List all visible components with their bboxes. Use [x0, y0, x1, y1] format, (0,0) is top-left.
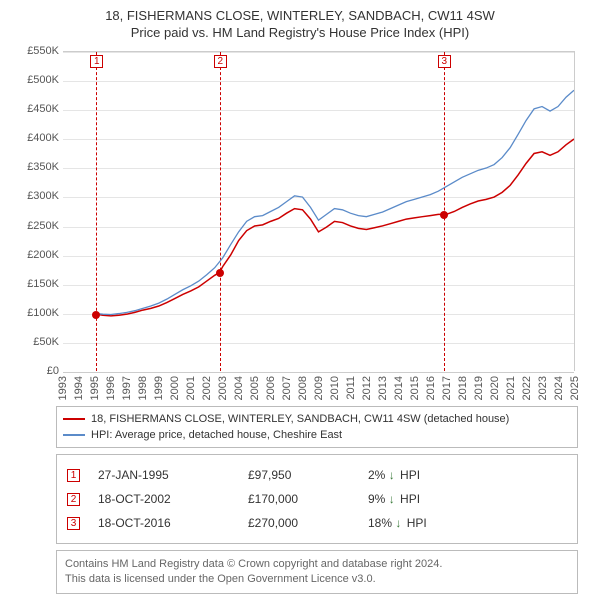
x-axis-tick-label: 1993 — [57, 376, 69, 400]
x-axis-tick-label: 2019 — [473, 376, 485, 400]
arrow-down-icon — [395, 516, 403, 530]
footer-line: This data is licensed under the Open Gov… — [65, 572, 569, 587]
x-axis-tick-label: 2007 — [281, 376, 293, 400]
x-axis-tick-label: 1995 — [89, 376, 101, 400]
y-axis-tick-label: £250K — [15, 220, 59, 232]
transaction-date: 18-OCT-2016 — [98, 516, 248, 530]
x-axis-tick-label: 2016 — [425, 376, 437, 400]
legend-label: HPI: Average price, detached house, Ches… — [91, 429, 342, 441]
price-point-dot — [92, 311, 100, 319]
legend-swatch — [63, 418, 85, 420]
y-axis-tick-label: £50K — [15, 336, 59, 348]
x-axis-tick-label: 2021 — [505, 376, 517, 400]
legend-label: 18, FISHERMANS CLOSE, WINTERLEY, SANDBAC… — [91, 413, 509, 425]
x-axis-tick-label: 2005 — [249, 376, 261, 400]
x-axis-tick-label: 2011 — [345, 376, 357, 400]
transaction-price: £170,000 — [248, 492, 368, 506]
attribution-footer: Contains HM Land Registry data © Crown c… — [56, 550, 578, 594]
chart-title-subtitle: Price paid vs. HM Land Registry's House … — [10, 25, 590, 40]
x-axis-tick-label: 2012 — [361, 376, 373, 400]
x-axis-tick-label: 2002 — [201, 376, 213, 400]
x-axis-tick-label: 2017 — [441, 376, 453, 400]
x-axis-tick-label: 2010 — [329, 376, 341, 400]
y-axis-tick-label: £150K — [15, 278, 59, 290]
y-axis-tick-label: £300K — [15, 190, 59, 202]
transaction-marker-icon: 3 — [67, 517, 80, 530]
x-axis-tick-label: 2004 — [233, 376, 245, 400]
chart-container: { "title": { "line1": "18, FISHERMANS CL… — [0, 0, 600, 590]
y-axis-tick-label: £350K — [15, 161, 59, 173]
x-axis-tick-label: 2013 — [377, 376, 389, 400]
x-axis-tick-label: 1997 — [121, 376, 133, 400]
footer-line: Contains HM Land Registry data © Crown c… — [65, 557, 569, 572]
transaction-marker-icon: 2 — [214, 55, 227, 68]
y-axis-tick-label: £100K — [15, 307, 59, 319]
x-axis-tick-label: 2009 — [313, 376, 325, 400]
plot-region: 1 2 3 — [63, 51, 575, 371]
transaction-date: 27-JAN-1995 — [98, 468, 248, 482]
line-series-svg — [63, 52, 574, 371]
y-axis-tick-label: £450K — [15, 103, 59, 115]
transaction-marker-icon: 1 — [90, 55, 103, 68]
table-row: 3 18-OCT-2016 £270,000 18% HPI — [67, 511, 567, 535]
transaction-price: £270,000 — [248, 516, 368, 530]
chart-title-address: 18, FISHERMANS CLOSE, WINTERLEY, SANDBAC… — [10, 8, 590, 23]
x-axis-tick-label: 2025 — [569, 376, 581, 400]
gridline — [63, 372, 574, 373]
x-axis-tick-label: 1996 — [105, 376, 117, 400]
x-axis-tick-label: 1999 — [153, 376, 165, 400]
table-row: 2 18-OCT-2002 £170,000 9% HPI — [67, 487, 567, 511]
transaction-marker-icon: 1 — [67, 469, 80, 482]
transaction-date: 18-OCT-2002 — [98, 492, 248, 506]
x-axis-tick-label: 2024 — [553, 376, 565, 400]
chart-area: 1 2 3 £0 £50K £100K £150K £200K £250K £300K £350K… — [15, 46, 585, 406]
transaction-price: £97,950 — [248, 468, 368, 482]
transaction-marker-icon: 3 — [438, 55, 451, 68]
x-axis-tick-label: 1998 — [137, 376, 149, 400]
x-axis-tick-label: 2023 — [537, 376, 549, 400]
x-axis-tick-label: 1994 — [73, 376, 85, 400]
transaction-hpi-delta: 2% HPI — [368, 468, 488, 482]
legend: 18, FISHERMANS CLOSE, WINTERLEY, SANDBAC… — [56, 406, 578, 448]
price-point-dot — [440, 211, 448, 219]
legend-item: 18, FISHERMANS CLOSE, WINTERLEY, SANDBAC… — [63, 411, 571, 427]
chart-title-block: 18, FISHERMANS CLOSE, WINTERLEY, SANDBAC… — [10, 8, 590, 40]
series-line — [96, 90, 574, 314]
y-axis-tick-label: £500K — [15, 74, 59, 86]
series-line — [96, 139, 574, 316]
transaction-table: 1 27-JAN-1995 £97,950 2% HPI 2 18-OCT-20… — [56, 454, 578, 544]
y-axis-tick-label: £200K — [15, 249, 59, 261]
x-axis-tick-label: 2020 — [489, 376, 501, 400]
x-axis-tick-label: 2022 — [521, 376, 533, 400]
x-axis-tick-label: 2018 — [457, 376, 469, 400]
x-axis-tick-label: 2003 — [217, 376, 229, 400]
price-point-dot — [216, 269, 224, 277]
x-axis-tick-label: 2014 — [393, 376, 405, 400]
arrow-down-icon — [389, 468, 397, 482]
x-axis-tick-label: 2008 — [297, 376, 309, 400]
legend-swatch — [63, 434, 85, 436]
transaction-hpi-delta: 18% HPI — [368, 516, 488, 530]
x-axis-tick-label: 2006 — [265, 376, 277, 400]
x-axis-tick-label: 2015 — [409, 376, 421, 400]
transaction-marker-icon: 2 — [67, 493, 80, 506]
y-axis-tick-label: £550K — [15, 45, 59, 57]
table-row: 1 27-JAN-1995 £97,950 2% HPI — [67, 463, 567, 487]
transaction-hpi-delta: 9% HPI — [368, 492, 488, 506]
y-axis-tick-label: £400K — [15, 132, 59, 144]
arrow-down-icon — [389, 492, 397, 506]
legend-item: HPI: Average price, detached house, Ches… — [63, 427, 571, 443]
x-axis-tick-label: 2000 — [169, 376, 181, 400]
x-axis-tick-label: 2001 — [185, 376, 197, 400]
y-axis-tick-label: £0 — [15, 365, 59, 377]
